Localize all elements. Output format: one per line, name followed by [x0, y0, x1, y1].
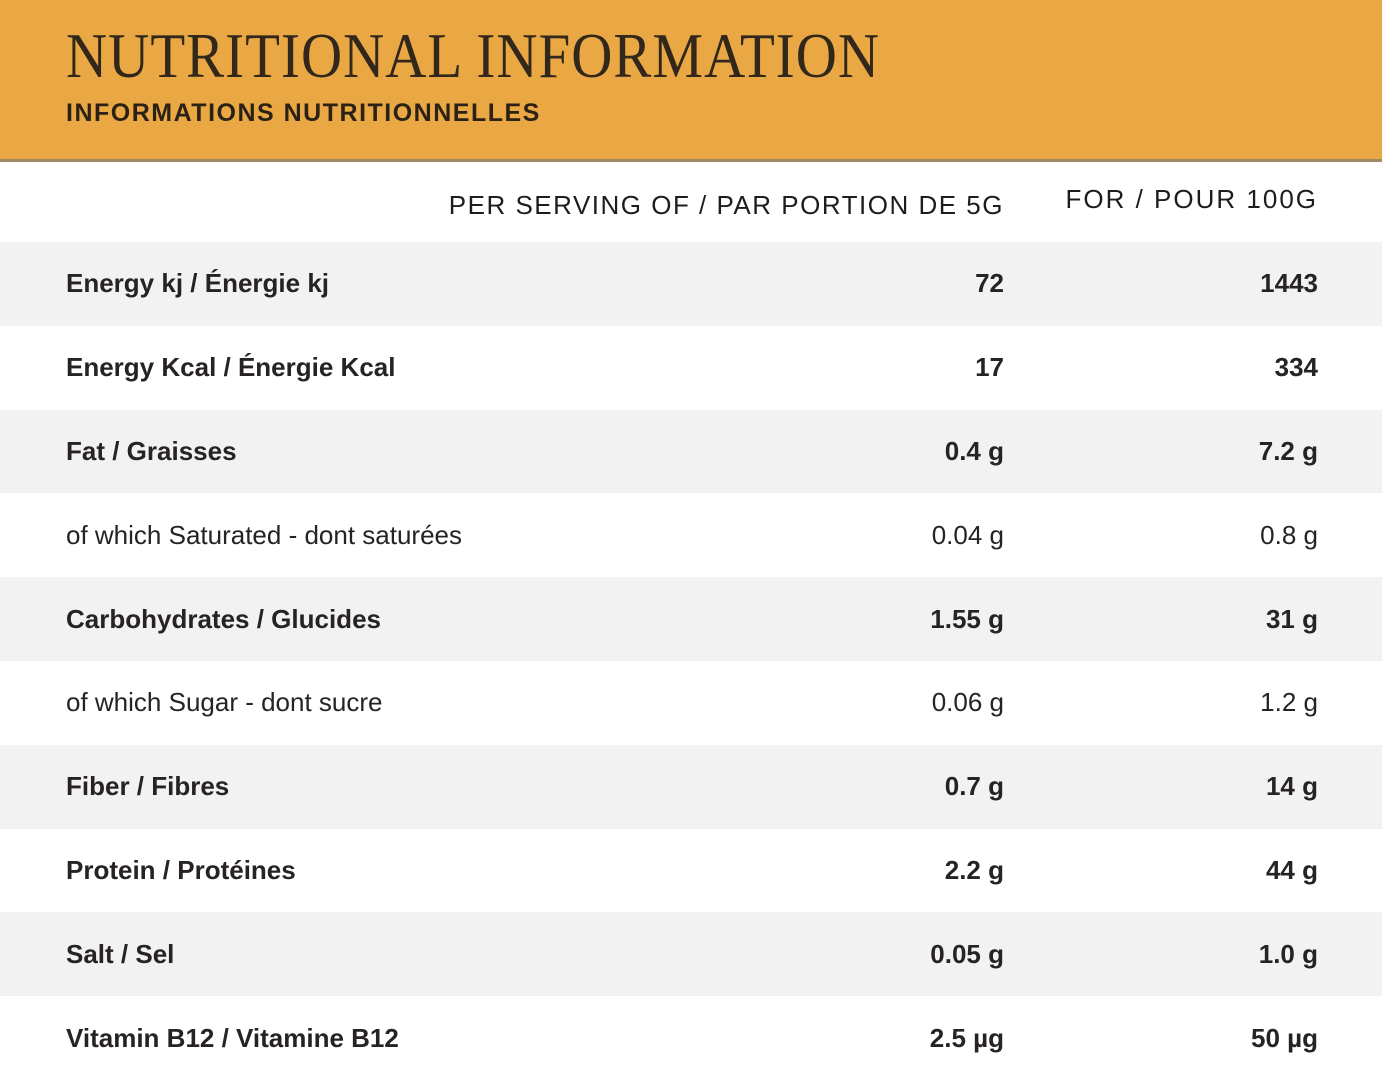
value-per-100g: 0.8 g [1260, 519, 1318, 550]
table-row: Salt / Sel 0.05 g 1.0 g [0, 912, 1382, 997]
value-per-serving: 2.5 µg [929, 1022, 1004, 1053]
value-per-100g: 14 g [1265, 771, 1318, 802]
table-row: of which Saturated - dont saturées 0.04 … [0, 493, 1382, 578]
table-row: Fiber / Fibres 0.7 g 14 g [0, 744, 1382, 829]
table-row: Fat / Graisses 0.4 g 7.2 g [0, 409, 1382, 494]
nutrient-label: Vitamin B12 / Vitamine B12 [66, 1022, 399, 1053]
nutrient-label: Protein / Protéines [66, 854, 296, 885]
value-per-serving: 0.06 g [931, 687, 1004, 718]
nutrition-table: Energy kj / Énergie kj 72 1443 Energy Kc… [0, 242, 1382, 1080]
nutrient-label: Energy kj / Énergie kj [66, 268, 329, 299]
nutrient-label: Carbohydrates / Glucides [66, 603, 381, 634]
table-row: of which Sugar - dont sucre 0.06 g 1.2 g [0, 660, 1382, 745]
page-subtitle: INFORMATIONS NUTRITIONNELLES [66, 99, 541, 127]
value-per-serving: 1.55 g [930, 603, 1004, 634]
nutrient-label: Salt / Sel [66, 938, 175, 969]
value-per-serving: 72 [975, 268, 1004, 299]
column-header-per-100g: FOR / POUR 100G [1065, 183, 1318, 214]
table-row: Vitamin B12 / Vitamine B12 2.5 µg 50 µg [0, 996, 1382, 1080]
page-title: NUTRITIONAL INFORMATION [66, 21, 881, 92]
nutrient-label: Fiber / Fibres [66, 771, 230, 802]
value-per-100g: 7.2 g [1258, 435, 1318, 466]
table-header-row: PER SERVING OF / PAR PORTION DE 5G FOR /… [0, 162, 1382, 242]
table-row: Carbohydrates / Glucides 1.55 g 31 g [0, 577, 1382, 661]
table-row: Energy Kcal / Énergie Kcal 17 334 [0, 325, 1382, 410]
nutrient-label: of which Saturated - dont saturées [66, 519, 463, 550]
value-per-serving: 17 [975, 352, 1004, 383]
column-header-per-serving: PER SERVING OF / PAR PORTION DE 5G [448, 189, 1004, 220]
nutrient-label: Fat / Graisses [66, 435, 237, 466]
value-per-100g: 31 g [1265, 603, 1318, 634]
header-banner: NUTRITIONAL INFORMATION INFORMATIONS NUT… [0, 0, 1382, 162]
value-per-serving: 0.05 g [930, 938, 1004, 969]
value-per-serving: 0.04 g [931, 519, 1004, 550]
table-row: Energy kj / Énergie kj 72 1443 [0, 242, 1382, 326]
value-per-100g: 44 g [1265, 854, 1318, 885]
nutrient-label: Energy Kcal / Énergie Kcal [66, 352, 396, 383]
value-per-serving: 0.7 g [944, 771, 1004, 802]
value-per-serving: 0.4 g [944, 435, 1004, 466]
value-per-100g: 1.0 g [1258, 938, 1318, 969]
value-per-100g: 1443 [1260, 268, 1318, 299]
nutrient-label: of which Sugar - dont sucre [66, 687, 383, 718]
value-per-100g: 50 µg [1250, 1022, 1318, 1053]
value-per-100g: 334 [1274, 352, 1318, 383]
value-per-100g: 1.2 g [1260, 687, 1318, 718]
value-per-serving: 2.2 g [944, 854, 1004, 885]
table-row: Protein / Protéines 2.2 g 44 g [0, 828, 1382, 913]
